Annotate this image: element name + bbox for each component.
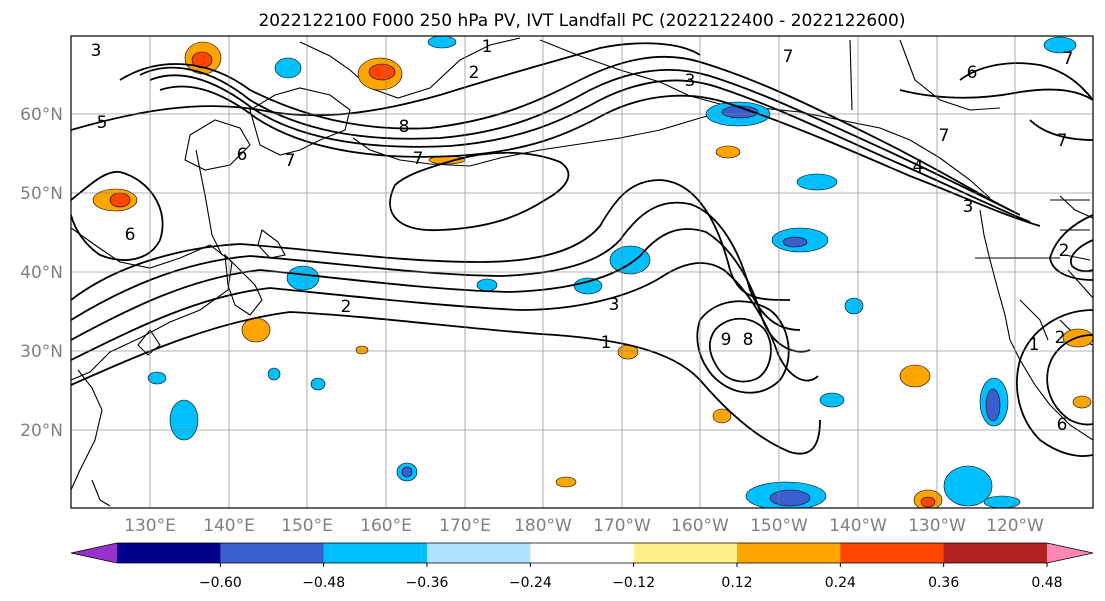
contour-label: 6 — [125, 225, 136, 245]
colorbar-tick-label: 0.48 — [1031, 575, 1062, 591]
lon-axis-labels: 130°E 140°E 150°E 160°E 170°E 180°W 170°… — [124, 516, 1044, 536]
colorbar-segment — [220, 543, 325, 563]
colorbar-tick-label: 0.36 — [928, 575, 959, 591]
colorbar-tick-label: −0.60 — [199, 575, 242, 591]
lat-tick-label: 50°N — [20, 184, 63, 204]
contour-label: 3 — [685, 71, 696, 91]
lon-tick-label: 140°W — [829, 516, 887, 536]
colorbar: −0.60 −0.48 −0.36 −0.24 −0.12 0.12 0.24 0.36 0.4… — [70, 542, 1094, 591]
contour-label: 5 — [97, 113, 108, 133]
lat-tick-label: 60°N — [20, 105, 63, 125]
lat-tick-label: 20°N — [20, 421, 63, 441]
contour-label: 2 — [1055, 328, 1066, 348]
lon-tick-label: 160°W — [671, 516, 729, 536]
colorbar-extend-low — [71, 543, 117, 563]
lon-tick-label: 130°W — [908, 516, 966, 536]
colorbar-segment — [117, 543, 221, 563]
contour-label: 8 — [399, 117, 410, 137]
lon-tick-label: 170°E — [439, 516, 491, 536]
contour-label: 7 — [1063, 49, 1074, 69]
colorbar-extend-high — [1047, 543, 1093, 563]
colorbar-segment — [633, 543, 738, 563]
lat-axis-labels: 60°N 50°N 40°N 30°N 20°N — [20, 105, 63, 441]
graticule — [71, 36, 1093, 508]
colorbar-tick-label: −0.24 — [509, 575, 552, 591]
lon-tick-label: 150°W — [750, 516, 808, 536]
contour-label: 7 — [1057, 131, 1068, 151]
colorbar-tick-label: −0.12 — [612, 575, 655, 591]
colorbar-tick-label: −0.48 — [302, 575, 345, 591]
contour-label: 8 — [743, 330, 754, 350]
contour-label: 2 — [341, 297, 352, 317]
contour-label: 7 — [783, 47, 794, 67]
contour-label: 7 — [285, 151, 296, 171]
contour-label: 9 — [721, 330, 732, 350]
colorbar-segment — [840, 543, 945, 563]
map-plot-area: 1 2 3 5 6 7 8 6 7 2 3 1 7 6 7 2 1 8 9 3 … — [71, 36, 1093, 508]
lon-tick-label: 140°E — [203, 516, 255, 536]
contour-label: 3 — [91, 41, 102, 61]
colorbar-segment — [737, 543, 841, 563]
colorbar-segment — [323, 543, 428, 563]
colorbar-tick-label: −0.36 — [406, 575, 449, 591]
colorbar-segment — [530, 543, 635, 563]
contour-label: 2 — [1059, 241, 1070, 261]
contour-label: 2 — [469, 63, 480, 83]
contour-labels: 1 2 3 5 6 7 8 6 7 2 3 1 7 6 7 2 1 8 9 3 … — [91, 37, 1074, 435]
figure-title: 2022122100 F000 250 hPa PV, IVT Landfall… — [258, 11, 905, 31]
contour-label: 1 — [482, 37, 493, 57]
lon-tick-label: 130°E — [124, 516, 176, 536]
colorbar-segment — [943, 543, 1048, 563]
lon-tick-label: 160°E — [360, 516, 412, 536]
map-frame — [70, 35, 1094, 509]
contour-label: 1 — [601, 333, 612, 353]
colorbar-tick-label: 0.12 — [721, 575, 752, 591]
lon-tick-label: 120°W — [986, 516, 1044, 536]
colorbar-segment — [427, 543, 531, 563]
contour-label: 1 — [1029, 335, 1040, 355]
lon-tick-label: 180°W — [514, 516, 572, 536]
lon-tick-label: 170°W — [593, 516, 651, 536]
pv-shading — [92, 36, 1093, 508]
contour-label: 4 — [913, 157, 924, 177]
contour-label: 6 — [967, 63, 978, 83]
lon-tick-label: 150°E — [281, 516, 333, 536]
lat-tick-label: 30°N — [20, 342, 63, 362]
contour-label: 3 — [609, 295, 620, 315]
contour-label: 7 — [939, 126, 950, 146]
colorbar-tick-label: 0.24 — [825, 575, 856, 591]
contour-label: 6 — [237, 145, 248, 165]
contour-label: 7 — [413, 149, 424, 169]
contour-label: 3 — [963, 197, 974, 217]
lat-tick-label: 40°N — [20, 263, 63, 283]
contour-label: 6 — [1057, 415, 1068, 435]
